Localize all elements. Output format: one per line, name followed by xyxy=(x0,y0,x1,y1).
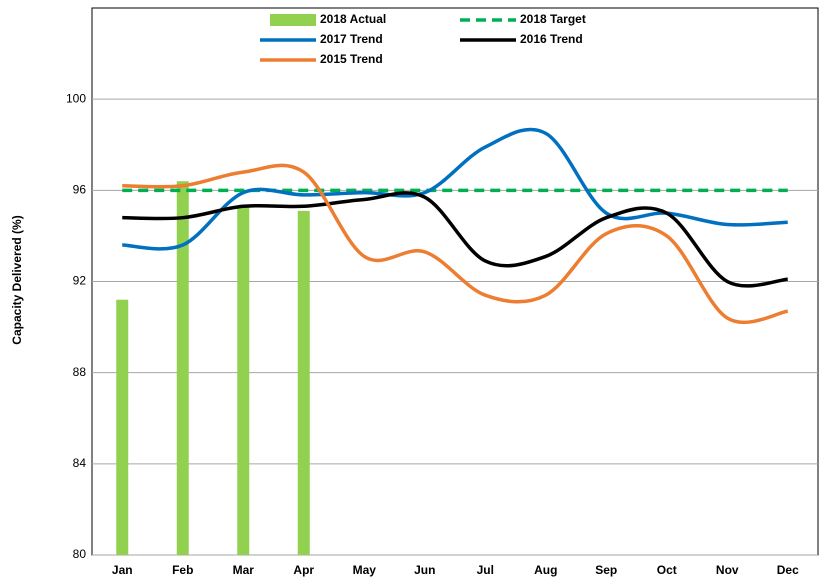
bar xyxy=(237,206,250,555)
bar xyxy=(176,181,189,555)
y-tick-label: 88 xyxy=(73,365,87,379)
x-tick-label: Aug xyxy=(534,563,557,577)
x-tick-label: Sep xyxy=(595,563,617,577)
legend-label: 2015 Trend xyxy=(320,52,383,66)
x-tick-label: Jul xyxy=(477,563,494,577)
y-axis-label: Capacity Delivered (%) xyxy=(10,215,24,344)
y-tick-label: 92 xyxy=(73,274,87,288)
legend-label: 2018 Actual xyxy=(320,12,386,26)
legend-label: 2016 Trend xyxy=(520,32,583,46)
bar xyxy=(297,210,310,556)
x-tick-label: Nov xyxy=(716,563,739,577)
trend-line xyxy=(122,191,788,288)
x-tick-label: Jan xyxy=(112,563,133,577)
y-tick-label: 80 xyxy=(73,547,87,561)
y-tick-label: 100 xyxy=(66,91,86,105)
bar xyxy=(116,299,129,555)
x-tick-label: Oct xyxy=(657,563,677,577)
x-tick-label: Dec xyxy=(777,563,799,577)
legend-label: 2018 Target xyxy=(520,12,586,26)
x-tick-label: May xyxy=(353,563,377,577)
legend-label: 2017 Trend xyxy=(320,32,383,46)
x-tick-label: Jun xyxy=(414,563,435,577)
x-tick-label: Feb xyxy=(172,563,193,577)
x-tick-label: Apr xyxy=(293,563,314,577)
legend-swatch xyxy=(270,14,316,26)
y-tick-label: 96 xyxy=(73,183,87,197)
trend-line xyxy=(122,163,789,325)
y-tick-label: 84 xyxy=(73,456,87,470)
x-tick-label: Mar xyxy=(233,563,255,577)
